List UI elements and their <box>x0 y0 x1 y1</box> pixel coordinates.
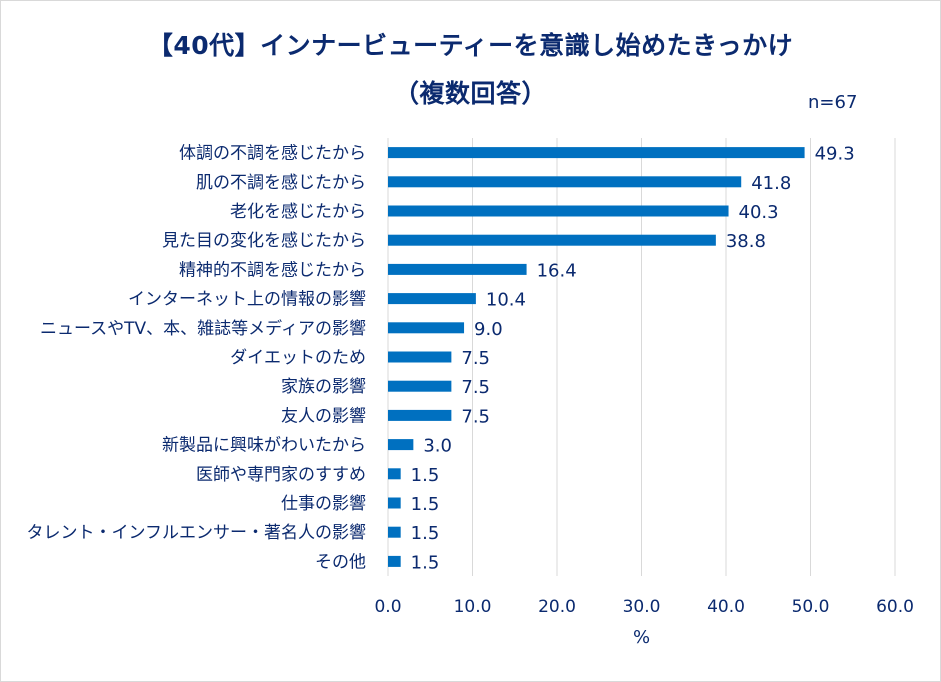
bar <box>388 351 452 363</box>
category-label: ニュースやTV、本、雑誌等メディアの影響 <box>40 318 366 339</box>
category-label: インターネット上の情報の影響 <box>128 290 366 310</box>
category-label: 精神的不調を感じたから <box>179 260 366 280</box>
x-tick-label: 50.0 <box>792 597 830 617</box>
category-label: 新製品に興味がわいたから <box>162 436 366 456</box>
value-label: 7.5 <box>461 377 490 398</box>
bar <box>388 293 476 305</box>
value-label: 1.5 <box>411 552 440 573</box>
category-label: タレント・インフルエンサー・著名人の影響 <box>27 523 367 543</box>
category-label: ダイエットのため <box>230 348 366 368</box>
value-label: 1.5 <box>411 523 440 544</box>
category-label: 仕事の影響 <box>281 494 366 514</box>
value-label: 1.5 <box>411 494 440 515</box>
category-label: その他 <box>315 552 366 572</box>
value-label: 1.5 <box>411 465 440 486</box>
x-tick-label: 10.0 <box>454 597 492 617</box>
x-tick-label: 30.0 <box>623 597 661 617</box>
category-label: 肌の不調を感じたから <box>196 173 366 193</box>
value-label: 7.5 <box>461 406 490 427</box>
value-label: 40.3 <box>739 202 779 223</box>
bar <box>388 176 742 188</box>
value-label: 7.5 <box>461 348 490 369</box>
bar <box>388 263 527 275</box>
bar <box>388 322 465 334</box>
bar <box>388 234 716 246</box>
value-label: 9.0 <box>474 319 503 340</box>
bar <box>388 409 452 421</box>
bar <box>388 439 414 451</box>
bar <box>388 380 452 392</box>
bar <box>388 497 401 509</box>
x-tick-label: 20.0 <box>538 597 576 617</box>
value-label: 38.8 <box>726 231 766 252</box>
x-tick-label: 0.0 <box>374 597 401 617</box>
bar <box>388 555 401 567</box>
x-axis-title: % <box>633 627 650 648</box>
sample-size-label: n=67 <box>808 92 858 113</box>
category-label: 見た目の変化を感じたから <box>162 231 366 251</box>
bar <box>388 147 805 159</box>
x-tick-label: 40.0 <box>707 597 745 617</box>
bar <box>388 468 401 480</box>
category-label: 老化を感じたから <box>230 202 366 222</box>
category-label: 家族の影響 <box>281 377 366 397</box>
category-label: 友人の影響 <box>281 406 366 426</box>
value-label: 41.8 <box>751 173 791 194</box>
chart-subtitle: （複数回答） <box>393 79 547 108</box>
value-label: 49.3 <box>815 144 855 165</box>
value-label: 10.4 <box>486 290 526 311</box>
bar <box>388 205 729 217</box>
category-label: 体調の不調を感じたから <box>179 144 366 164</box>
category-label: 医師や専門家のすすめ <box>196 465 366 485</box>
value-label: 16.4 <box>537 260 577 281</box>
chart-title: 【40代】インナービューティーを意識し始めたきっかけ <box>147 31 794 60</box>
value-label: 3.0 <box>423 436 452 457</box>
bar <box>388 526 401 538</box>
x-tick-label: 60.0 <box>876 597 914 617</box>
